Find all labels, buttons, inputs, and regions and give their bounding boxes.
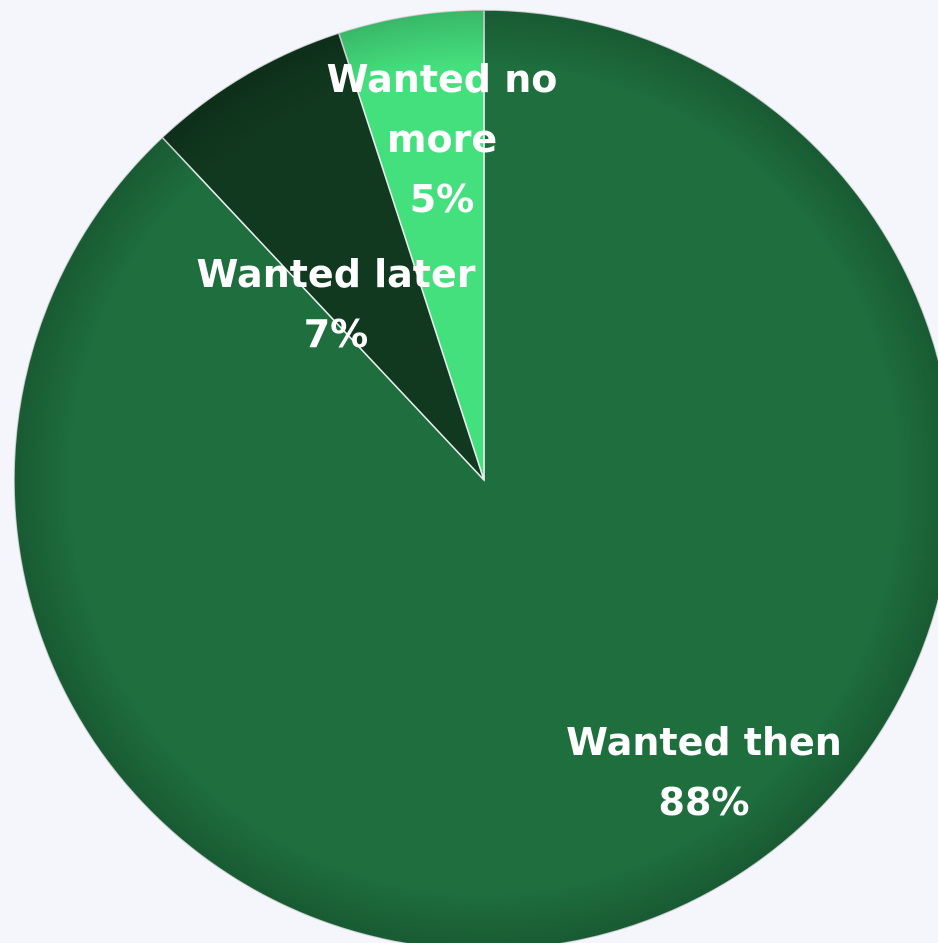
slice-label-1: Wanted later 7% <box>197 252 476 356</box>
slice-category-label: Wanted later <box>197 252 476 296</box>
slice-category-label: Wanted no <box>327 57 558 101</box>
slice-label-0: Wanted then 88% <box>566 720 842 824</box>
slice-value-label: 5% <box>410 177 475 221</box>
slice-category-label: Wanted then <box>566 720 842 764</box>
pie-labels: Wanted then 88% Wanted later 7% Wanted no mor… <box>197 57 842 824</box>
slice-value-label: 7% <box>304 312 369 356</box>
slice-category-label: more <box>387 117 497 161</box>
slice-value-label: 88% <box>659 780 750 824</box>
slice-label-2: Wanted no more 5% <box>327 57 558 221</box>
